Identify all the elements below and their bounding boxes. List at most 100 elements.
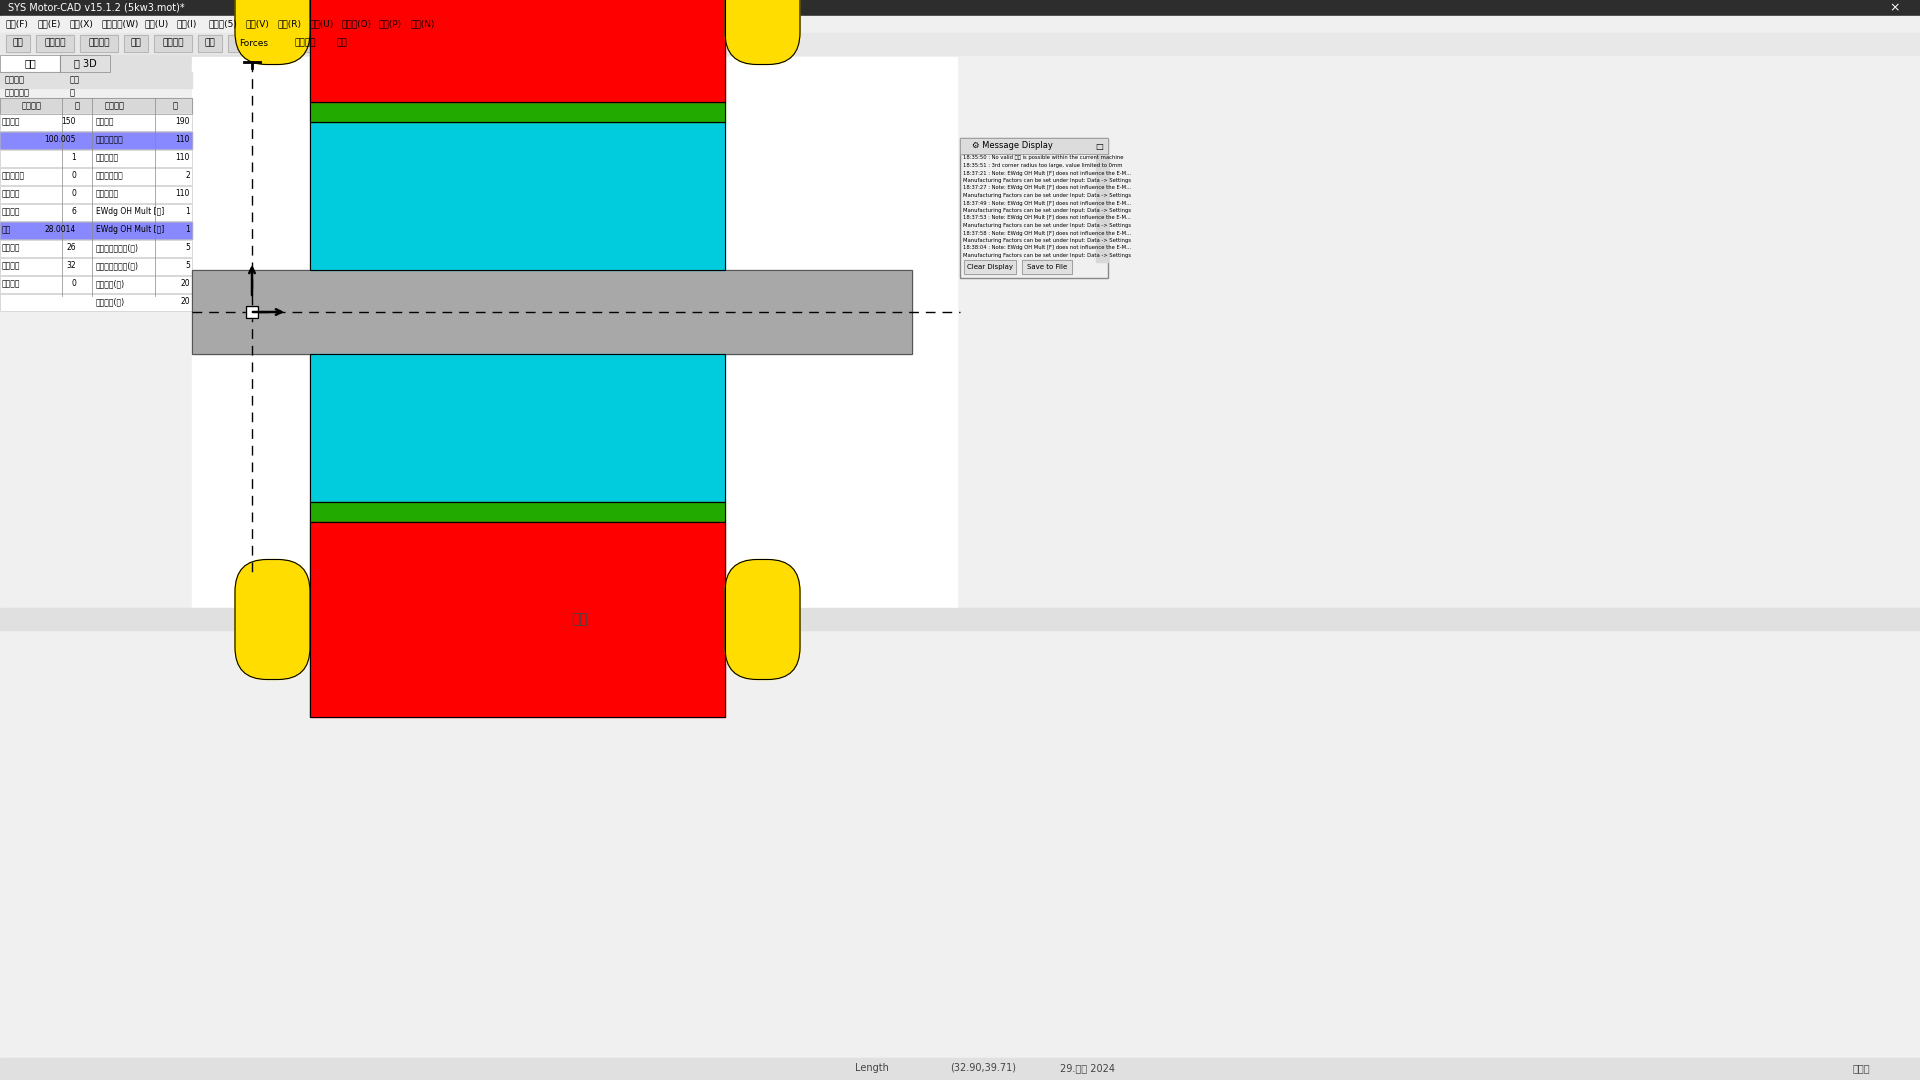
Bar xyxy=(0,276,192,293)
Bar xyxy=(36,35,75,52)
Bar xyxy=(0,186,192,203)
Bar xyxy=(36,35,75,52)
Bar xyxy=(198,35,223,52)
Bar xyxy=(309,0,726,102)
Bar xyxy=(309,102,726,122)
Text: 径向尺寸: 径向尺寸 xyxy=(21,102,42,110)
Bar xyxy=(1021,260,1071,274)
Bar xyxy=(60,55,109,72)
Bar xyxy=(0,114,192,131)
Text: 定子铁心长度: 定子铁心长度 xyxy=(96,135,123,145)
Text: 轴承直径: 轴承直径 xyxy=(2,261,21,270)
Text: 18:35:51 : 3rd corner radius too large, value limited to 0mm: 18:35:51 : 3rd corner radius too large, … xyxy=(964,163,1123,168)
Text: 轴轴承长(后): 轴轴承长(后) xyxy=(96,297,125,307)
Text: 0: 0 xyxy=(71,172,77,180)
Text: 5: 5 xyxy=(184,261,190,270)
Text: 图 3D: 图 3D xyxy=(73,58,96,68)
Bar xyxy=(960,138,1108,154)
FancyBboxPatch shape xyxy=(234,0,309,65)
Bar xyxy=(81,35,117,52)
Text: 文件(F): 文件(F) xyxy=(6,19,29,28)
Text: 18:38:04 : Note: EWdg OH Mult [F] does not influence the E-M...: 18:38:04 : Note: EWdg OH Mult [F] does n… xyxy=(964,245,1131,251)
Text: 永磁体分段数: 永磁体分段数 xyxy=(96,172,123,180)
Text: (32.90,39.71): (32.90,39.71) xyxy=(950,1063,1016,1074)
Text: 转子铁心长: 转子铁心长 xyxy=(96,189,119,199)
FancyBboxPatch shape xyxy=(726,559,801,679)
Text: 1: 1 xyxy=(71,153,77,162)
Bar xyxy=(309,0,726,102)
Bar xyxy=(0,33,1920,55)
Bar xyxy=(154,35,192,52)
Bar xyxy=(228,35,280,52)
Bar xyxy=(1096,154,1108,262)
Bar xyxy=(0,204,192,221)
Text: EWdg OH Mult [前]: EWdg OH Mult [前] xyxy=(96,207,165,216)
Text: 110: 110 xyxy=(175,153,190,162)
Bar xyxy=(0,294,192,311)
Text: 20: 20 xyxy=(180,297,190,307)
Text: 磁极厚度: 磁极厚度 xyxy=(2,189,21,199)
Text: 永磁体厚层: 永磁体厚层 xyxy=(2,172,25,180)
Text: 帮助(N): 帮助(N) xyxy=(411,19,436,28)
Text: 绘图: 绘图 xyxy=(13,39,23,48)
Text: 定子外径: 定子外径 xyxy=(2,118,21,126)
Bar xyxy=(125,35,148,52)
Text: 18:37:21 : Note: EWdg OH Mult [F] does not influence the E-M...: 18:37:21 : Note: EWdg OH Mult [F] does n… xyxy=(964,171,1131,175)
Text: 29.五月 2024: 29.五月 2024 xyxy=(1060,1063,1116,1074)
Bar xyxy=(192,270,912,354)
Bar xyxy=(309,354,726,502)
Text: Manufacturing Factors can be set under Input: Data -> Settings: Manufacturing Factors can be set under I… xyxy=(964,222,1131,228)
Bar xyxy=(0,240,192,257)
Text: 工具(U): 工具(U) xyxy=(309,19,334,28)
Text: 短采(R): 短采(R) xyxy=(278,19,301,28)
Text: 电机长度: 电机长度 xyxy=(96,118,115,126)
Bar xyxy=(0,55,60,72)
Text: 5: 5 xyxy=(184,243,190,253)
Text: 图表: 图表 xyxy=(205,39,215,48)
Bar xyxy=(0,150,192,167)
Bar xyxy=(6,35,31,52)
Text: 0: 0 xyxy=(71,189,77,199)
Bar xyxy=(0,0,1920,16)
Text: Manufacturing Factors can be set under Input: Data -> Settings: Manufacturing Factors can be set under I… xyxy=(964,193,1131,198)
Text: 无: 无 xyxy=(69,89,75,97)
Bar xyxy=(0,258,192,275)
Text: 视图(V): 视图(V) xyxy=(246,19,269,28)
Bar xyxy=(964,260,1016,274)
Text: 参数优化: 参数优化 xyxy=(294,39,315,48)
Bar xyxy=(125,35,148,52)
Text: Save to File: Save to File xyxy=(1027,264,1068,270)
Text: 150: 150 xyxy=(61,118,77,126)
Bar xyxy=(0,132,192,149)
Bar xyxy=(60,55,109,72)
Text: 数据输出: 数据输出 xyxy=(163,39,184,48)
Text: 0: 0 xyxy=(71,280,77,288)
Bar xyxy=(1021,260,1071,274)
Text: 编辑(E): 编辑(E) xyxy=(38,19,61,28)
Text: 6: 6 xyxy=(71,207,77,216)
Text: EWdg OH Mult [后]: EWdg OH Mult [后] xyxy=(96,226,165,234)
Bar xyxy=(309,122,726,270)
Text: 轴向通风选: 轴向通风选 xyxy=(6,89,31,97)
Text: Manufacturing Factors can be set under Input: Data -> Settings: Manufacturing Factors can be set under I… xyxy=(964,178,1131,183)
Bar xyxy=(0,1058,1920,1080)
Bar xyxy=(0,72,192,617)
Bar xyxy=(0,16,1920,33)
Text: 设置(U): 设置(U) xyxy=(144,19,169,28)
Bar xyxy=(286,35,324,52)
Bar xyxy=(154,35,192,52)
Bar xyxy=(0,55,60,72)
Bar xyxy=(81,35,117,52)
Bar xyxy=(0,276,192,293)
Bar xyxy=(0,294,192,311)
Bar xyxy=(0,240,192,257)
Text: 18:37:53 : Note: EWdg OH Mult [F] does not influence the E-M...: 18:37:53 : Note: EWdg OH Mult [F] does n… xyxy=(964,216,1131,220)
Text: 1: 1 xyxy=(184,207,190,216)
Text: 电磁: 电磁 xyxy=(131,39,142,48)
Bar xyxy=(960,138,1108,154)
Bar xyxy=(6,35,31,52)
Text: ⚙ Message Display: ⚙ Message Display xyxy=(972,141,1052,150)
FancyBboxPatch shape xyxy=(726,0,801,65)
FancyBboxPatch shape xyxy=(234,559,309,679)
Bar xyxy=(330,35,353,52)
